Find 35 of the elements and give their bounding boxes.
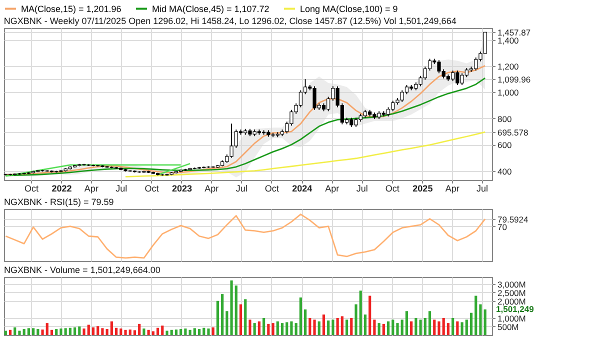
- x-tick-label: Jul: [476, 184, 488, 194]
- x-tick-label: Oct: [24, 184, 39, 194]
- y-tick-label: 2,000M: [498, 296, 526, 306]
- y-tick-label: 1,000M: [498, 313, 526, 324]
- x-tick-label: Jul: [116, 184, 128, 194]
- legend-label: Mid MA(Close,45) = 1,107.72: [152, 4, 270, 14]
- y-tick-label: 500M: [498, 322, 519, 332]
- y-tick-label: 600: [498, 140, 512, 150]
- legend-label: Long MA(Close,100) = 9: [300, 4, 398, 14]
- x-tick-label: 2025: [412, 184, 433, 194]
- x-tick-label: Apr: [445, 184, 460, 194]
- x-tick-label: 2023: [172, 184, 192, 194]
- x-tick-label: Apr: [204, 184, 219, 194]
- y-tick-label: 3,000M: [498, 279, 526, 290]
- y-tick-label: 800: [498, 114, 512, 124]
- x-tick-label: 2022: [52, 184, 72, 194]
- x-tick-label: Jul: [236, 184, 248, 194]
- y-tick-label: 1,457.87: [498, 28, 531, 38]
- y-tick-label: 400: [498, 166, 512, 176]
- y-tick-label: 1,000: [498, 88, 520, 98]
- y-tick-label: 1,200: [498, 62, 520, 72]
- x-tick-label: Oct: [144, 184, 160, 194]
- x-tick-label: Apr: [84, 184, 98, 194]
- chart-title: NGXBNK - RSI(15) = 79.59: [4, 197, 114, 207]
- chart-title: NGXBNK - Volume = 1,501,249,664.00: [4, 265, 160, 275]
- y-tick-label: 695.578: [498, 128, 528, 138]
- x-tick-label: Oct: [385, 184, 400, 194]
- x-tick-label: Apr: [325, 184, 340, 194]
- legend-label: MA(Close,15) = 1,201.96: [21, 4, 122, 14]
- x-tick-label: 2024: [292, 184, 312, 194]
- x-tick-label: Oct: [264, 184, 280, 194]
- y-tick-label: 2,500M: [498, 288, 526, 298]
- y-tick-label: 1,099.96: [498, 74, 531, 85]
- x-tick-label: Jul: [356, 184, 368, 194]
- chart-title: NGXBNK - Weekly 07/11/2025 Open 1296.02, Hi 1458.24, Lo 1296.02, Close 1457.87 (12.5%) Vol 1,501,249,664: [4, 16, 456, 26]
